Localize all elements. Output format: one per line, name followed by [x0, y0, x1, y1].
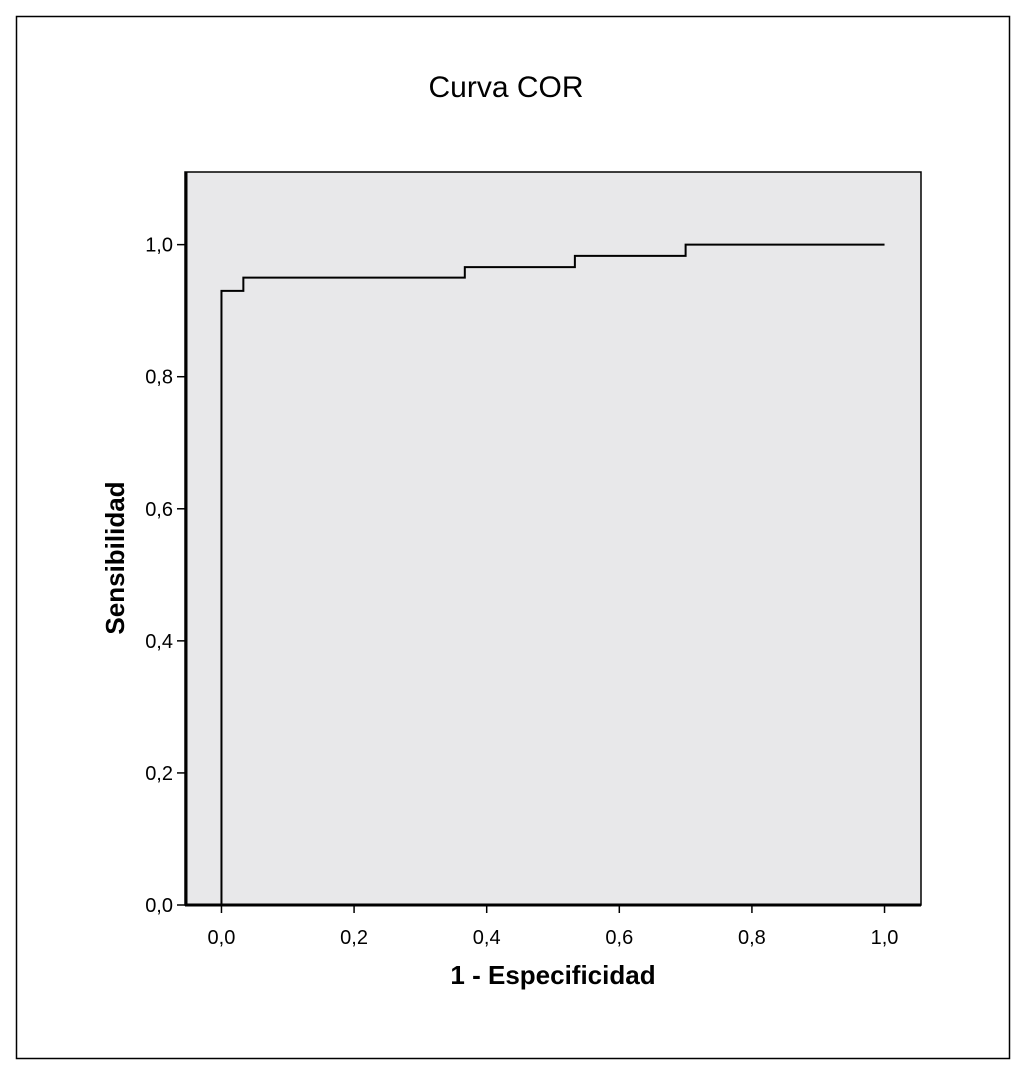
x-axis-title: 1 - Especificidad	[450, 960, 655, 990]
x-tick-label: 1,0	[871, 927, 899, 949]
y-tick-label: 0,0	[145, 895, 173, 917]
y-tick-label: 0,8	[145, 367, 173, 389]
x-tick-label: 0,4	[473, 927, 501, 949]
x-tick-label: 0,8	[738, 927, 766, 949]
chart-title: Curva COR	[428, 71, 583, 104]
x-tick-label: 0,0	[208, 927, 236, 949]
y-axis-title: Sensibilidad	[100, 481, 130, 634]
x-tick-label: 0,6	[605, 927, 633, 949]
roc-curve-line	[220, 243, 885, 905]
y-tick-label: 0,4	[145, 631, 173, 653]
y-axis-ticks: 0,0 0,2 0,4 0,6 0,8 1,0	[145, 235, 185, 917]
x-tick-label: 0,2	[340, 927, 368, 949]
y-tick-label: 1,0	[145, 235, 173, 257]
y-tick-label: 0,6	[145, 499, 173, 521]
y-tick-label: 0,2	[145, 763, 173, 785]
x-axis-ticks: 0,0 0,2 0,4 0,6 0,8 1,0	[208, 905, 899, 949]
plot-area	[184, 171, 922, 906]
